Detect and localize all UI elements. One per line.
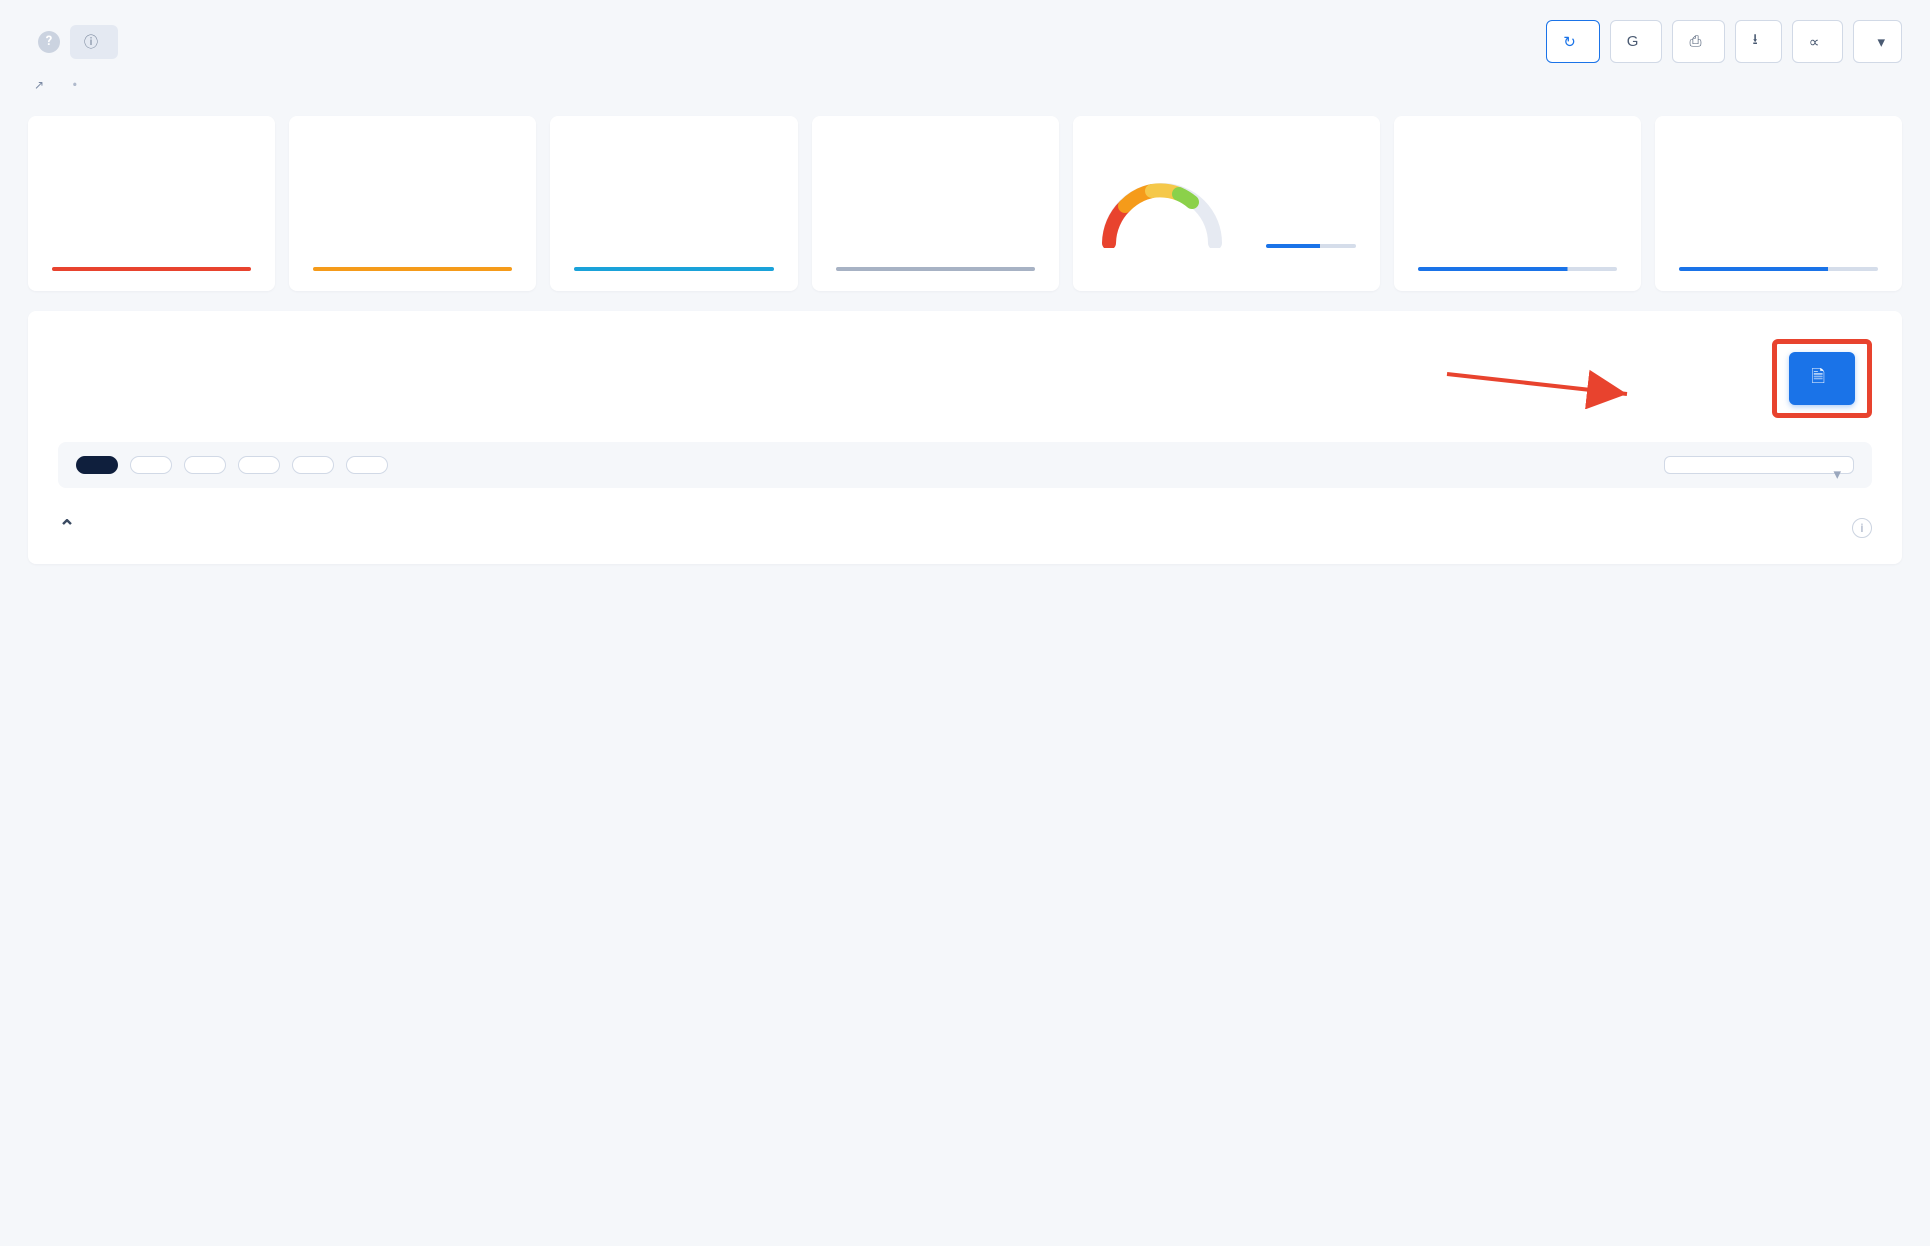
pdf-button[interactable]: ⎙ [1672, 20, 1725, 63]
export-button[interactable]: ⭳ [1735, 20, 1781, 63]
score-card[interactable] [1073, 116, 1380, 291]
criticals-card[interactable] [28, 116, 275, 291]
opportunities-underline [574, 267, 773, 271]
filter-criticals[interactable] [130, 456, 172, 474]
help-icon[interactable]: ? [38, 31, 60, 53]
score-wrap [1097, 178, 1356, 248]
crawled-card[interactable] [1394, 116, 1641, 291]
issues-column: ⌃ [58, 518, 1512, 564]
criticals-underline [52, 267, 251, 271]
score-gauge [1097, 178, 1227, 248]
warnings-underline [313, 267, 512, 271]
external-link-icon: ↗ [34, 78, 44, 92]
info-icon: ⓘ [84, 32, 98, 52]
warnings-card[interactable] [289, 116, 536, 291]
more-options-button[interactable]: ▾ [1853, 20, 1902, 63]
categories-column: i [1552, 518, 1872, 564]
filter-notices[interactable] [292, 456, 334, 474]
categories-header: i [1552, 518, 1872, 538]
google-icon: G [1627, 33, 1639, 50]
score-spark [1266, 244, 1356, 248]
recrawl-button[interactable]: ↻ [1546, 20, 1600, 63]
issues-panel: 🗎 ⌃ [28, 311, 1902, 564]
opportunities-card[interactable] [550, 116, 797, 291]
sort-group [1652, 456, 1854, 474]
notices-underline [836, 267, 1035, 271]
ga-gsc-button[interactable]: G [1610, 20, 1663, 63]
chevron-up-icon: ⌃ [58, 518, 76, 536]
content-row: ⌃ i [28, 488, 1902, 564]
pdf-icon: ⎙ [1689, 33, 1701, 50]
domain-info-button[interactable]: ⓘ [70, 25, 118, 59]
toolbar: ↻ G ⎙ ⭳ ∝ ▾ [1546, 20, 1902, 63]
site-url-link[interactable]: ↗ [28, 78, 44, 92]
share-icon: ∝ [1809, 33, 1820, 51]
document-icon: 🗎 [1811, 364, 1825, 393]
sort-select[interactable] [1664, 456, 1854, 474]
indexable-card[interactable] [1655, 116, 1902, 291]
indexable-underline [1679, 267, 1878, 271]
share-button[interactable]: ∝ [1792, 20, 1844, 63]
separator-dot: • [72, 75, 77, 94]
view-all-highlight: 🗎 [1772, 339, 1872, 418]
notices-card[interactable] [812, 116, 1059, 291]
filter-bar [58, 442, 1872, 488]
section-header[interactable]: ⌃ [58, 518, 1512, 536]
title-group: ? ⓘ [28, 25, 118, 59]
download-icon: ⭳ [1752, 29, 1757, 54]
header: ? ⓘ ↻ G ⎙ ⭳ ∝ ▾ [28, 20, 1902, 63]
refresh-icon: ↻ [1563, 33, 1576, 51]
info-icon[interactable]: i [1852, 518, 1872, 538]
filter-warnings[interactable] [184, 456, 226, 474]
annotation-arrow [1442, 359, 1642, 409]
chevron-down-icon: ▾ [1877, 33, 1885, 51]
crawled-underline [1418, 267, 1617, 271]
filter-pills [76, 456, 388, 474]
filter-opportunities[interactable] [238, 456, 280, 474]
stats-row [28, 116, 1902, 291]
view-all-pages-button[interactable]: 🗎 [1789, 352, 1855, 405]
issues-header: 🗎 [28, 339, 1902, 442]
meta-row: ↗ • [28, 75, 1902, 94]
filter-zero[interactable] [346, 456, 388, 474]
filter-all[interactable] [76, 456, 118, 474]
